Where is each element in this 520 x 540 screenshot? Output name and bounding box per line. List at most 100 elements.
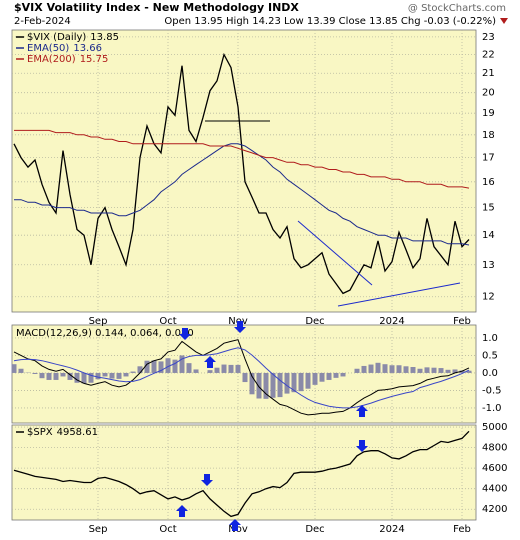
annotation-arrow xyxy=(229,519,241,531)
annotation-arrow xyxy=(179,328,191,340)
histogram-bar xyxy=(11,364,17,373)
annotations xyxy=(205,120,461,307)
histogram-bar xyxy=(445,369,451,373)
annotation-arrow xyxy=(356,405,368,417)
histogram-bar xyxy=(249,372,255,395)
annotation-arrow xyxy=(204,356,216,368)
histogram-bar xyxy=(67,372,73,380)
legend-name: $SPX xyxy=(27,427,53,438)
histogram-bar xyxy=(284,372,290,394)
x-tick-label: Oct xyxy=(159,524,176,535)
histogram-bar xyxy=(193,369,199,373)
histogram-bar xyxy=(165,358,171,373)
down-triangle xyxy=(500,18,508,24)
legend-name: EMA(50) xyxy=(27,43,69,54)
source: @ StockCharts.com xyxy=(408,3,506,14)
histogram-bar xyxy=(305,372,311,389)
histogram-bar xyxy=(270,372,276,398)
y-tick-label: 22 xyxy=(482,50,495,61)
y-tick-label: 12 xyxy=(482,292,495,303)
histogram-bar xyxy=(95,372,101,380)
histogram-bar xyxy=(396,365,402,373)
histogram-bar xyxy=(368,364,374,373)
legend-value: 4958.61 xyxy=(57,427,98,438)
x-tick-label: Feb xyxy=(453,316,471,327)
x-tick-label: 2024 xyxy=(379,524,404,535)
y-tick-label: 16 xyxy=(482,177,495,188)
x-tick-label: Dec xyxy=(305,524,324,535)
histogram-bar xyxy=(123,372,129,377)
y-tick-label: 21 xyxy=(482,68,495,79)
y-tick-label: 5000 xyxy=(482,422,507,433)
trend-line xyxy=(337,282,461,307)
histogram-bar xyxy=(326,372,332,380)
histogram-bar xyxy=(53,372,59,380)
histogram-bar xyxy=(438,368,444,373)
x-tick-label: Sep xyxy=(89,524,108,535)
legend-entry: $VIX (Daily) 13.85 xyxy=(27,32,119,43)
y-tick-label: 4400 xyxy=(482,484,507,495)
histogram-bar xyxy=(130,371,136,373)
histogram-bar xyxy=(144,360,150,373)
histogram-bar xyxy=(291,372,297,393)
histogram-bar xyxy=(46,372,52,380)
legend-name: $VIX (Daily) xyxy=(27,32,86,43)
histogram-bar xyxy=(263,372,269,399)
histogram-bar xyxy=(151,360,157,373)
histogram-bar xyxy=(172,359,178,373)
histogram-bar xyxy=(389,365,395,373)
histogram-bar xyxy=(137,366,143,373)
y-tick-label: 20 xyxy=(482,88,495,99)
histogram-bar xyxy=(81,372,87,384)
y-tick-label: 19 xyxy=(482,108,495,119)
x-tick-label: Sep xyxy=(89,316,108,327)
series-line xyxy=(14,129,470,189)
histogram-bar xyxy=(452,369,458,373)
macd-legend: MACD(12,26,9) 0.144, 0.064, 0.080 xyxy=(16,328,194,339)
histogram-bar xyxy=(375,362,381,373)
y-tick-label: 23 xyxy=(482,32,495,43)
y-tick-label: 0.0 xyxy=(482,368,498,379)
annotation-arrow xyxy=(201,474,213,486)
annotation-arrow xyxy=(176,505,188,517)
y-tick-label: 4600 xyxy=(482,463,507,474)
histogram-bar xyxy=(18,368,24,373)
histogram-bar xyxy=(382,364,388,373)
annotation-arrow xyxy=(356,440,368,452)
x-tick-label: Dec xyxy=(305,316,324,327)
histogram-bar xyxy=(179,355,185,373)
histogram-bar xyxy=(319,372,325,382)
series-line xyxy=(14,143,470,246)
histogram-bar xyxy=(74,372,80,383)
y-tick-label: 13 xyxy=(482,260,495,271)
y-tick-label: 15 xyxy=(482,203,495,214)
histogram-bar xyxy=(158,361,164,373)
legend-name: EMA(200) xyxy=(27,54,76,65)
legend-entry: EMA(50) 13.66 xyxy=(27,43,102,54)
x-tick-label: Oct xyxy=(159,316,176,327)
legend-value: 13.66 xyxy=(73,43,102,54)
legend-value: 13.85 xyxy=(90,32,119,43)
y-tick-label: 18 xyxy=(482,130,495,141)
histogram-bar xyxy=(410,367,416,373)
series-line xyxy=(13,347,470,409)
histogram-bar xyxy=(466,370,472,373)
x-tick-label: Nov xyxy=(228,524,248,535)
histogram-bar xyxy=(221,364,227,373)
x-tick-label: 2024 xyxy=(379,316,404,327)
histogram-bar xyxy=(109,372,115,379)
histogram-bar xyxy=(186,363,192,373)
series-line xyxy=(13,430,470,518)
legend-value: 15.75 xyxy=(80,54,109,65)
histogram-bar xyxy=(256,372,262,399)
date: 2-Feb-2024 xyxy=(14,16,71,27)
histogram-bar xyxy=(88,372,94,383)
y-tick-label: 1.0 xyxy=(482,333,498,344)
histogram-bar xyxy=(333,372,339,378)
histogram-bar xyxy=(277,372,283,398)
histogram-bar xyxy=(214,367,220,373)
histogram-bar xyxy=(60,372,66,377)
histogram-bar xyxy=(417,368,423,373)
